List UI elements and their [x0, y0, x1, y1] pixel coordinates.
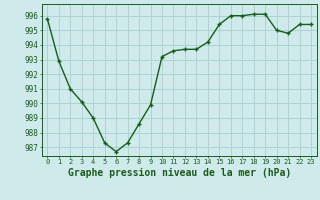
- X-axis label: Graphe pression niveau de la mer (hPa): Graphe pression niveau de la mer (hPa): [68, 168, 291, 178]
